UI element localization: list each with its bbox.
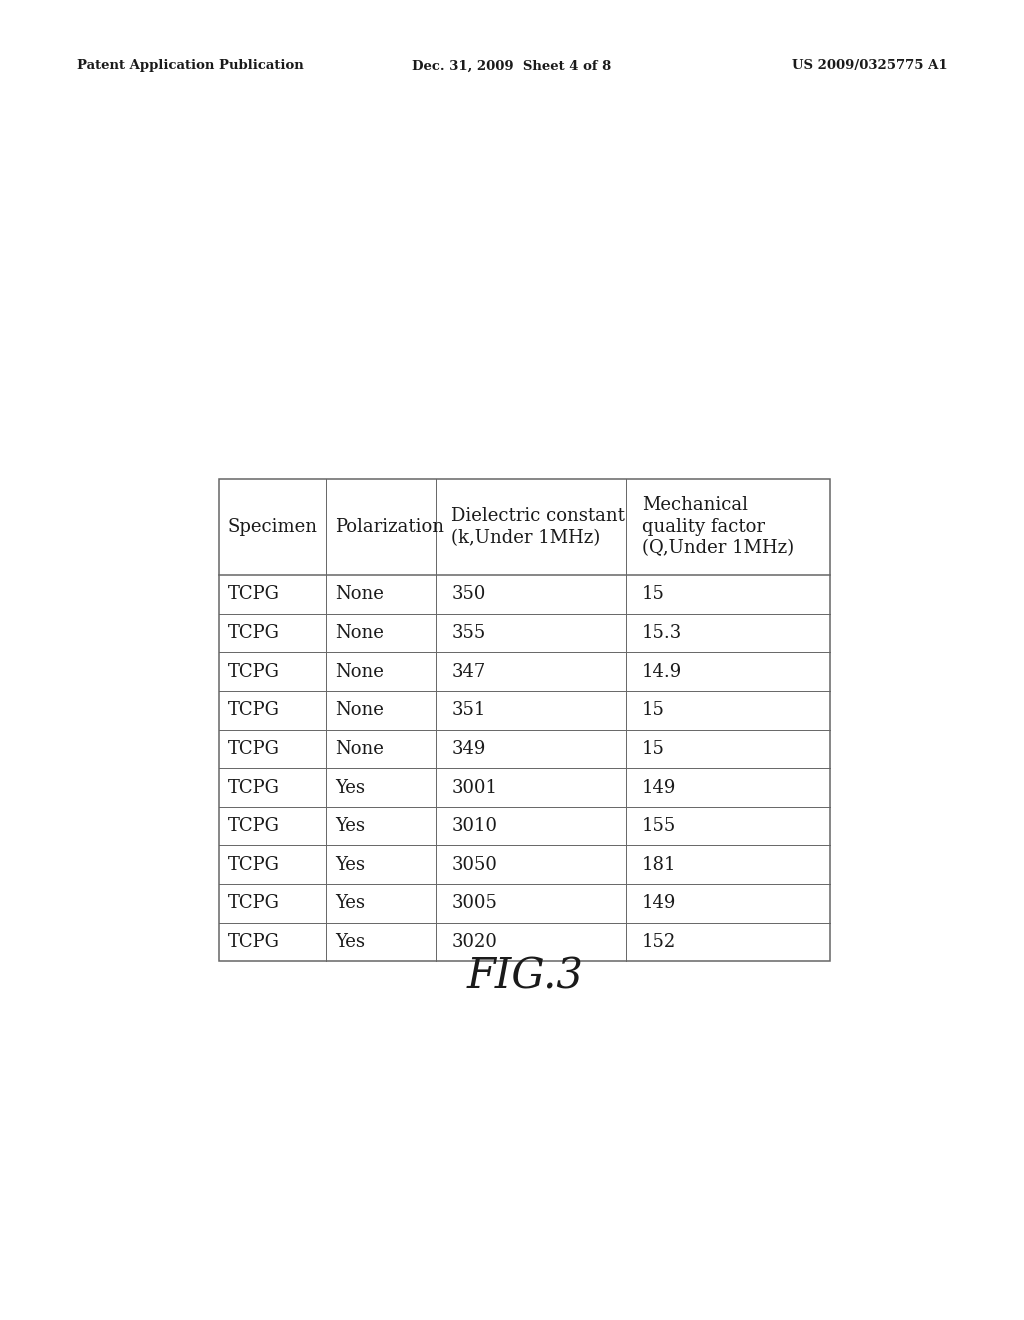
- Text: None: None: [335, 586, 384, 603]
- Text: TCPG: TCPG: [227, 663, 280, 681]
- Text: 347: 347: [452, 663, 485, 681]
- Text: Mechanical
quality factor
(Q,Under 1MHz): Mechanical quality factor (Q,Under 1MHz): [642, 496, 795, 557]
- Text: 349: 349: [452, 741, 485, 758]
- Text: FIG.3: FIG.3: [466, 956, 584, 998]
- Text: Polarization: Polarization: [335, 517, 444, 536]
- Text: 351: 351: [452, 701, 485, 719]
- Text: 3010: 3010: [452, 817, 498, 836]
- Text: 149: 149: [642, 895, 677, 912]
- Text: 350: 350: [452, 586, 485, 603]
- Text: 14.9: 14.9: [642, 663, 682, 681]
- Text: TCPG: TCPG: [227, 895, 280, 912]
- Text: 155: 155: [642, 817, 676, 836]
- Text: 149: 149: [642, 779, 677, 796]
- Text: TCPG: TCPG: [227, 741, 280, 758]
- Text: TCPG: TCPG: [227, 779, 280, 796]
- Text: None: None: [335, 663, 384, 681]
- Text: 181: 181: [642, 855, 677, 874]
- Text: Dielectric constant
(k,Under 1MHz): Dielectric constant (k,Under 1MHz): [452, 507, 626, 546]
- Text: Yes: Yes: [335, 855, 365, 874]
- Text: 3005: 3005: [452, 895, 498, 912]
- Text: 15: 15: [642, 741, 665, 758]
- Text: Yes: Yes: [335, 779, 365, 796]
- Text: 15: 15: [642, 701, 665, 719]
- Text: Dec. 31, 2009  Sheet 4 of 8: Dec. 31, 2009 Sheet 4 of 8: [413, 59, 611, 73]
- Text: Yes: Yes: [335, 895, 365, 912]
- Text: TCPG: TCPG: [227, 855, 280, 874]
- Text: None: None: [335, 741, 384, 758]
- Text: Specimen: Specimen: [227, 517, 317, 536]
- Text: US 2009/0325775 A1: US 2009/0325775 A1: [792, 59, 947, 73]
- Text: None: None: [335, 624, 384, 642]
- Text: 152: 152: [642, 933, 676, 950]
- Text: TCPG: TCPG: [227, 586, 280, 603]
- Text: TCPG: TCPG: [227, 817, 280, 836]
- Text: None: None: [335, 701, 384, 719]
- Text: TCPG: TCPG: [227, 624, 280, 642]
- Bar: [219, 479, 830, 961]
- Text: Yes: Yes: [335, 933, 365, 950]
- Text: 15: 15: [642, 586, 665, 603]
- Text: 3020: 3020: [452, 933, 498, 950]
- Text: Patent Application Publication: Patent Application Publication: [77, 59, 303, 73]
- Text: 3001: 3001: [452, 779, 498, 796]
- Text: TCPG: TCPG: [227, 701, 280, 719]
- Text: 3050: 3050: [452, 855, 498, 874]
- Text: Yes: Yes: [335, 817, 365, 836]
- Text: TCPG: TCPG: [227, 933, 280, 950]
- Text: 15.3: 15.3: [642, 624, 682, 642]
- Text: 355: 355: [452, 624, 485, 642]
